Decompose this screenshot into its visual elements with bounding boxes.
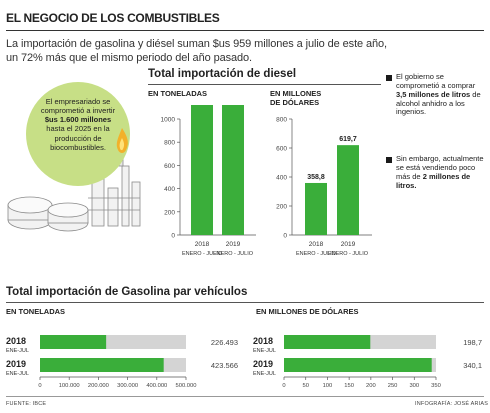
gasoline-title-rule <box>6 302 484 303</box>
gasoline-usd-header: EN MILLONES DE DÓLARES <box>256 307 359 316</box>
side-note-1-before: El gobierno se comprometió a comprar <box>396 72 476 90</box>
side-note-1-bold: 3,5 millones de litros <box>396 89 471 99</box>
bubble-text: El empresariado se comprometió a inverti… <box>28 97 128 152</box>
side-note-1-after: de alcohol anhidro a los ingenios. <box>396 89 481 117</box>
y-tick-label: 200 <box>276 204 287 211</box>
data-label: 198,7 <box>463 338 482 347</box>
gasoline-tons-chart: 2018 ENE-JUL 226.493 2019 ENE-JUL 423.566 0 100… <box>6 335 238 389</box>
bar <box>337 145 359 235</box>
diesel-usd-chart: 0 200 400 600 800 358,8 2018 ENERO - JULIO 619,7… <box>276 117 372 257</box>
side-note-bullet <box>386 157 392 163</box>
flame-icon <box>116 128 128 153</box>
diesel-section-title: Total importación de diesel <box>148 68 297 80</box>
category-sublabel: ENERO - JULIO <box>213 251 254 257</box>
data-label: 226.493 <box>211 338 238 347</box>
x-tick-label: 300.000 <box>117 383 138 389</box>
y-tick-label: 600 <box>276 146 287 153</box>
diesel-usd-header: EN MILLONES DE DÓLARES <box>270 89 321 107</box>
x-tick-label: 0 <box>282 383 285 389</box>
category-label: 2019 <box>226 241 241 248</box>
data-label: 619,7 <box>339 136 357 143</box>
diesel-tons-chart: 02004006008001000523.4532018ENERO - JULI… <box>161 105 256 257</box>
x-tick-label: 400.000 <box>146 383 167 389</box>
plant-drawing <box>7 139 141 232</box>
category-sublabel: ENE-JUL <box>253 371 276 377</box>
category-label: 2018 <box>6 336 26 346</box>
side-note-bullet <box>386 75 392 81</box>
data-label: 358,8 <box>307 174 325 181</box>
category-sublabel: ENERO - JULIO <box>296 251 337 257</box>
side-note-2-bold: 2 millones de litros. <box>396 171 471 190</box>
category-label: 2018 <box>195 241 210 248</box>
x-tick-label: 50 <box>302 383 308 389</box>
x-tick-label: 300 <box>409 383 419 389</box>
category-label: 2019 <box>253 359 273 369</box>
x-tick-label: 500.000 <box>176 383 197 389</box>
x-tick-label: 250 <box>388 383 398 389</box>
side-note-2-before: Sin embargo, actualmente se está vendien… <box>396 154 484 181</box>
side-note-2: Sin embargo, actualmente se está vendien… <box>386 154 484 190</box>
y-tick-label: 0 <box>171 233 175 240</box>
x-tick-label: 150 <box>344 383 354 389</box>
y-tick-label: 400 <box>164 186 175 193</box>
category-sublabel: ENERO - JULIO <box>182 251 223 257</box>
x-tick-label: 100 <box>323 383 333 389</box>
bubble-text-before: El empresariado se comprometió a inverti… <box>40 97 116 116</box>
category-sublabel: ENE-JUL <box>6 371 29 377</box>
diesel-usd-header-line-1: EN MILLONES <box>270 89 322 98</box>
y-tick-label: 200 <box>164 209 175 216</box>
gasoline-usd-chart: 2018 ENE-JUL 198,7 2019 ENE-JUL 340,1 0 50 100 15… <box>253 335 482 389</box>
category-sublabel: ENE-JUL <box>6 348 29 354</box>
bubble-text-after: hasta el 2025 en la producción de biocom… <box>46 124 110 152</box>
diesel-usd-header-line-2: DE DÓLARES <box>270 98 320 107</box>
y-tick-label: 600 <box>164 163 175 170</box>
x-tick-label: 0 <box>38 383 41 389</box>
biofuel-plant-illustration <box>7 139 141 232</box>
bar <box>191 105 213 235</box>
data-label: 423.566 <box>211 361 238 370</box>
footer-rule <box>6 396 484 397</box>
subtitle-line-1: La importación de gasolina y diésel suma… <box>6 38 388 50</box>
page-title: EL NEGOCIO DE LOS COMBUSTIBLES <box>6 11 220 25</box>
footer-source: FUENTE: IBCE <box>6 401 47 407</box>
title-divider <box>6 30 484 31</box>
category-sublabel: ENE-JUL <box>253 348 276 354</box>
bar <box>305 182 327 235</box>
x-tick-label: 100.000 <box>59 383 80 389</box>
y-tick-label: 1000 <box>161 117 176 124</box>
category-label: 2018 <box>253 336 273 346</box>
bar <box>284 358 432 372</box>
side-note-1: El gobierno se comprometió a comprar 3,5… <box>386 72 484 117</box>
category-label: 2019 <box>6 359 26 369</box>
gasoline-section-title: Total importación de Gasolina par vehícu… <box>6 286 248 298</box>
x-tick-label: 200.000 <box>88 383 109 389</box>
x-tick-label: 350 <box>431 383 441 389</box>
diesel-title-rule <box>148 84 381 85</box>
bar <box>222 105 244 235</box>
gasoline-tons-header: EN TONELADAS <box>6 307 66 316</box>
highlight-bubble <box>26 82 130 186</box>
bubble-text-bold: $us 1.600 millones <box>44 115 112 125</box>
y-tick-label: 400 <box>276 175 287 182</box>
x-tick-label: 200 <box>366 383 376 389</box>
category-sublabel: ENERO - JULIO <box>328 251 369 257</box>
footer-credit: INFOGRAFÍA: JOSÉ ARIAS <box>415 401 489 407</box>
y-tick-label: 800 <box>276 117 287 124</box>
y-tick-label: 800 <box>164 140 175 147</box>
y-tick-label: 0 <box>283 233 287 240</box>
bar <box>40 335 107 349</box>
bar <box>40 358 164 372</box>
category-label: 2019 <box>341 241 356 248</box>
bar <box>284 335 371 349</box>
diesel-tons-header: EN TONELADAS <box>148 89 208 98</box>
data-label: 340,1 <box>463 361 482 370</box>
category-label: 2018 <box>309 241 324 248</box>
subtitle-line-2: un 72% más que el mismo periodo del año … <box>6 52 253 64</box>
